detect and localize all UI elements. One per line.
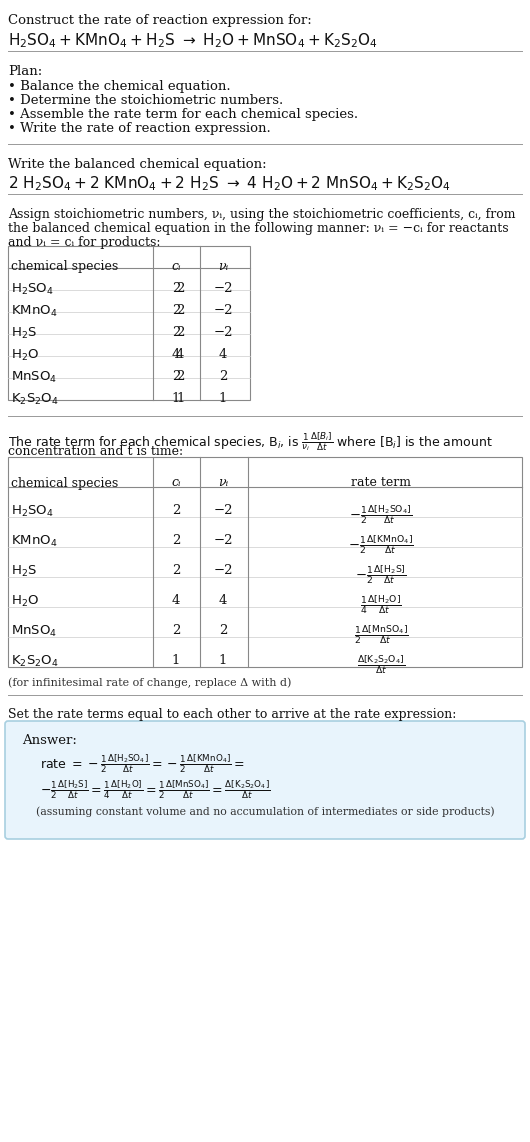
Text: 2: 2 xyxy=(172,563,180,577)
Text: $\mathregular{K_2S_2O_4}$: $\mathregular{K_2S_2O_4}$ xyxy=(11,393,59,408)
Text: $-\frac{1}{2}\frac{\Delta[\mathregular{H_2S}]}{\Delta t}$: $-\frac{1}{2}\frac{\Delta[\mathregular{H… xyxy=(355,563,407,586)
Text: 1: 1 xyxy=(219,653,227,667)
Text: The rate term for each chemical species, B$_i$, is $\frac{1}{\nu_i}\frac{\Delta[: The rate term for each chemical species,… xyxy=(8,431,493,452)
Text: Write the balanced chemical equation:: Write the balanced chemical equation: xyxy=(8,158,267,171)
Text: 2: 2 xyxy=(176,304,184,317)
Text: $-\frac{1}{2}\frac{\Delta[\mathregular{KMnO_4}]}{\Delta t}$: $-\frac{1}{2}\frac{\Delta[\mathregular{K… xyxy=(348,533,414,556)
Bar xyxy=(8,246,250,400)
Text: rate $= -\frac{1}{2}\frac{\Delta[\mathregular{H_2SO_4}]}{\Delta t} = -\frac{1}{2: rate $= -\frac{1}{2}\frac{\Delta[\mathre… xyxy=(40,751,245,774)
Text: • Write the rate of reaction expression.: • Write the rate of reaction expression. xyxy=(8,122,271,135)
Text: Set the rate terms equal to each other to arrive at the rate expression:: Set the rate terms equal to each other t… xyxy=(8,708,456,721)
Text: the balanced chemical equation in the following manner: νᵢ = −cᵢ for reactants: the balanced chemical equation in the fo… xyxy=(8,222,509,235)
Text: $\mathregular{H_2SO_4 + KMnO_4 + H_2S\ \rightarrow\ H_2O + MnSO_4 + K_2S_2O_4}$: $\mathregular{H_2SO_4 + KMnO_4 + H_2S\ \… xyxy=(8,31,378,50)
Text: 4: 4 xyxy=(219,348,227,361)
Text: $\mathregular{KMnO_4}$: $\mathregular{KMnO_4}$ xyxy=(11,304,57,320)
Text: 1: 1 xyxy=(176,393,184,405)
Text: νᵢ: νᵢ xyxy=(218,260,228,273)
Text: −2: −2 xyxy=(213,563,233,577)
Text: $\mathregular{H_2S}$: $\mathregular{H_2S}$ xyxy=(11,327,37,341)
Text: 4: 4 xyxy=(219,594,227,606)
Text: $\mathregular{K_2S_2O_4}$: $\mathregular{K_2S_2O_4}$ xyxy=(11,653,59,668)
Text: Assign stoichiometric numbers, νᵢ, using the stoichiometric coefficients, cᵢ, fr: Assign stoichiometric numbers, νᵢ, using… xyxy=(8,208,516,222)
Text: 4: 4 xyxy=(172,348,180,361)
Text: $\frac{\Delta[\mathregular{K_2S_2O_4}]}{\Delta t}$: $\frac{\Delta[\mathregular{K_2S_2O_4}]}{… xyxy=(357,653,405,676)
Text: 2: 2 xyxy=(176,327,184,339)
Text: (for infinitesimal rate of change, replace Δ with d): (for infinitesimal rate of change, repla… xyxy=(8,677,292,687)
Text: 2: 2 xyxy=(172,282,180,296)
Text: 2: 2 xyxy=(172,624,180,636)
Text: $\mathregular{2\ H_2SO_4 + 2\ KMnO_4 + 2\ H_2S\ \rightarrow\ 4\ H_2O + 2\ MnSO_4: $\mathregular{2\ H_2SO_4 + 2\ KMnO_4 + 2… xyxy=(8,174,451,193)
Text: $\mathregular{MnSO_4}$: $\mathregular{MnSO_4}$ xyxy=(11,370,57,385)
Text: 2: 2 xyxy=(219,370,227,384)
Text: $\mathregular{MnSO_4}$: $\mathregular{MnSO_4}$ xyxy=(11,624,57,638)
Text: chemical species: chemical species xyxy=(11,260,118,273)
Text: $-\frac{1}{2}\frac{\Delta[\mathregular{H_2S}]}{\Delta t} = \frac{1}{4}\frac{\Del: $-\frac{1}{2}\frac{\Delta[\mathregular{H… xyxy=(40,778,270,801)
Text: $\mathregular{H_2S}$: $\mathregular{H_2S}$ xyxy=(11,563,37,579)
Text: $\mathregular{H_2O}$: $\mathregular{H_2O}$ xyxy=(11,348,39,363)
Text: cᵢ: cᵢ xyxy=(171,260,181,273)
Text: (assuming constant volume and no accumulation of intermediates or side products): (assuming constant volume and no accumul… xyxy=(36,806,494,817)
Text: rate term: rate term xyxy=(351,476,411,490)
Bar xyxy=(8,457,522,667)
Text: concentration and t is time:: concentration and t is time: xyxy=(8,445,183,458)
Text: $\frac{1}{2}\frac{\Delta[\mathregular{MnSO_4}]}{\Delta t}$: $\frac{1}{2}\frac{\Delta[\mathregular{Mn… xyxy=(354,624,408,646)
Text: Plan:: Plan: xyxy=(8,65,42,78)
Text: 2: 2 xyxy=(172,370,180,384)
Text: • Balance the chemical equation.: • Balance the chemical equation. xyxy=(8,80,231,93)
Text: 2: 2 xyxy=(219,624,227,636)
FancyBboxPatch shape xyxy=(5,721,525,839)
Text: −2: −2 xyxy=(213,504,233,516)
Text: 2: 2 xyxy=(172,504,180,516)
Text: $\mathregular{KMnO_4}$: $\mathregular{KMnO_4}$ xyxy=(11,533,57,548)
Text: 2: 2 xyxy=(172,304,180,317)
Text: • Assemble the rate term for each chemical species.: • Assemble the rate term for each chemic… xyxy=(8,108,358,121)
Text: 2: 2 xyxy=(176,282,184,296)
Text: 2: 2 xyxy=(172,533,180,547)
Text: Construct the rate of reaction expression for:: Construct the rate of reaction expressio… xyxy=(8,14,312,27)
Text: chemical species: chemical species xyxy=(11,476,118,490)
Text: 1: 1 xyxy=(172,393,180,405)
Text: 2: 2 xyxy=(176,370,184,384)
Text: 1: 1 xyxy=(172,653,180,667)
Text: $\mathregular{H_2SO_4}$: $\mathregular{H_2SO_4}$ xyxy=(11,282,54,297)
Text: $-\frac{1}{2}\frac{\Delta[\mathregular{H_2SO_4}]}{\Delta t}$: $-\frac{1}{2}\frac{\Delta[\mathregular{H… xyxy=(349,504,413,526)
Text: −2: −2 xyxy=(213,327,233,339)
Text: $\mathregular{H_2SO_4}$: $\mathregular{H_2SO_4}$ xyxy=(11,504,54,518)
Text: cᵢ: cᵢ xyxy=(171,476,181,490)
Text: $\mathregular{H_2O}$: $\mathregular{H_2O}$ xyxy=(11,594,39,609)
Text: $\frac{1}{4}\frac{\Delta[\mathregular{H_2O}]}{\Delta t}$: $\frac{1}{4}\frac{\Delta[\mathregular{H_… xyxy=(360,594,402,617)
Text: −2: −2 xyxy=(213,282,233,296)
Text: 4: 4 xyxy=(176,348,184,361)
Text: 1: 1 xyxy=(219,393,227,405)
Text: −2: −2 xyxy=(213,533,233,547)
Text: • Determine the stoichiometric numbers.: • Determine the stoichiometric numbers. xyxy=(8,94,283,107)
Text: Answer:: Answer: xyxy=(22,734,77,747)
Text: νᵢ: νᵢ xyxy=(218,476,228,490)
Text: and νᵢ = cᵢ for products:: and νᵢ = cᵢ for products: xyxy=(8,236,161,249)
Text: 4: 4 xyxy=(172,594,180,606)
Text: −2: −2 xyxy=(213,304,233,317)
Text: 2: 2 xyxy=(172,327,180,339)
